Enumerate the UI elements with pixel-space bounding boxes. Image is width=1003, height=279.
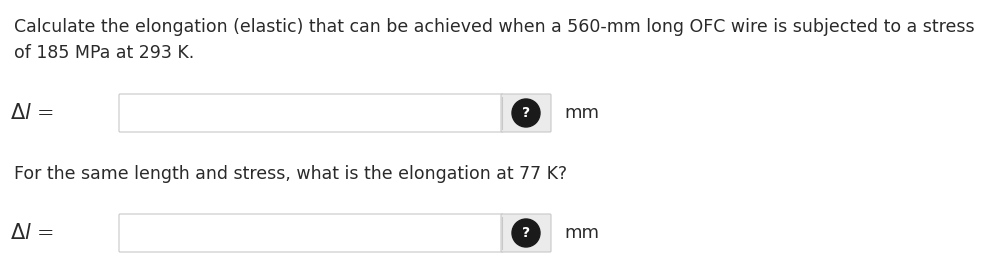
Text: ?: ? [522, 106, 530, 120]
Text: For the same length and stress, what is the elongation at 77 K?: For the same length and stress, what is … [14, 165, 567, 183]
Circle shape [512, 219, 540, 247]
Circle shape [512, 99, 540, 127]
Text: $\Delta l$ =: $\Delta l$ = [10, 223, 54, 243]
Text: mm: mm [564, 224, 599, 242]
Text: of 185 MPa at 293 K.: of 185 MPa at 293 K. [14, 44, 194, 62]
Text: mm: mm [564, 104, 599, 122]
FancyBboxPatch shape [500, 94, 551, 132]
Text: Calculate the elongation (elastic) that can be achieved when a 560-mm long OFC w: Calculate the elongation (elastic) that … [14, 18, 974, 36]
FancyBboxPatch shape [500, 214, 551, 252]
FancyBboxPatch shape [119, 94, 503, 132]
FancyBboxPatch shape [119, 214, 503, 252]
Text: $\Delta l$ =: $\Delta l$ = [10, 103, 54, 123]
Text: ?: ? [522, 226, 530, 240]
